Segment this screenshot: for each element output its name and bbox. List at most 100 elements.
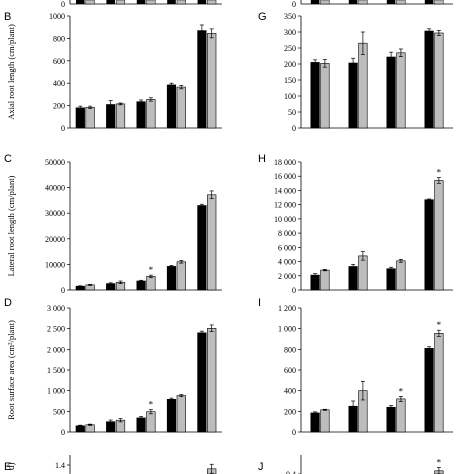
bar xyxy=(358,42,368,129)
bar xyxy=(197,0,207,4)
y-tick-label: 1.4 xyxy=(55,461,65,470)
y-tick-label: 250 xyxy=(284,44,296,53)
significance-star: * xyxy=(437,168,442,178)
y-tick-label: 2 000 xyxy=(47,345,65,354)
bar xyxy=(320,269,330,291)
bar xyxy=(434,332,444,433)
bar xyxy=(310,62,320,129)
y-axis-label: Root surface area (cm²/plant) xyxy=(6,320,16,420)
bar xyxy=(75,107,85,129)
y-tick-label: 10000 xyxy=(45,260,65,269)
y-tick-label: 0 xyxy=(61,0,65,9)
panel-letter: D xyxy=(4,297,12,309)
y-tick-label: 350 xyxy=(284,12,296,21)
bar xyxy=(146,276,156,291)
panel-d: 0 500 1 000 1 500 2 000 2 500 3 000 D Root surfa… xyxy=(4,297,222,437)
y-tick-label: 1 500 xyxy=(47,366,65,375)
bar xyxy=(348,0,358,4)
bar xyxy=(106,0,115,4)
panel-letter: E xyxy=(4,461,11,473)
significance-star: * xyxy=(149,265,154,275)
bar xyxy=(136,417,146,433)
bar xyxy=(396,398,406,433)
y-axis-label: Axial root length (cm/plant) xyxy=(6,24,16,120)
bar xyxy=(136,101,146,129)
bar xyxy=(115,103,126,129)
bar xyxy=(207,194,217,291)
y-tick-label: 12 000 xyxy=(274,201,296,210)
y-tick-label: 20000 xyxy=(45,235,65,244)
panel-e: 1.41.2Ed) xyxy=(4,455,71,474)
bar xyxy=(207,33,217,129)
bar xyxy=(434,180,444,291)
bar xyxy=(197,30,207,129)
bar xyxy=(348,62,358,129)
significance-star: * xyxy=(399,386,404,396)
bar xyxy=(85,0,95,5)
y-tick-label: 40000 xyxy=(45,184,65,193)
bar xyxy=(85,424,95,433)
bar xyxy=(76,0,85,4)
bar xyxy=(424,0,434,4)
bar xyxy=(396,0,406,5)
y-tick-label: 50 xyxy=(288,108,296,117)
bar xyxy=(176,261,186,291)
bar xyxy=(167,0,176,4)
bar xyxy=(310,274,320,291)
y-tick-label: 600 xyxy=(284,366,296,375)
bar xyxy=(176,0,186,5)
y-tick-label: 0 xyxy=(292,124,296,133)
bar xyxy=(424,199,434,291)
bar xyxy=(197,205,207,291)
significance-star: * xyxy=(149,400,154,410)
y-tick-label: 0 xyxy=(292,0,296,9)
y-tick-label: 600 xyxy=(53,57,65,66)
bar xyxy=(386,406,396,433)
panel-letter: I xyxy=(258,297,261,309)
y-tick-label: 1 200 xyxy=(278,304,296,313)
bar xyxy=(434,0,444,5)
y-tick-label: 18 000 xyxy=(274,158,296,167)
bar xyxy=(136,280,146,291)
bar xyxy=(136,0,146,4)
significance-star: * xyxy=(437,458,442,468)
y-tick-label: 150 xyxy=(284,76,296,85)
y-tick-label: 200 xyxy=(284,60,296,69)
significance-star: * xyxy=(437,320,442,330)
y-tick-label: 50000 xyxy=(45,158,65,167)
y-tick-label: 800 xyxy=(53,34,65,43)
bar xyxy=(85,107,95,129)
y-tick-label: 1 000 xyxy=(278,325,296,334)
bar xyxy=(386,268,396,291)
bar xyxy=(176,395,186,433)
bar xyxy=(207,327,217,433)
bar xyxy=(197,332,207,433)
panel-f: 0 xyxy=(292,0,453,9)
bar xyxy=(320,409,330,433)
bar xyxy=(166,84,177,129)
y-tick-label: 16 000 xyxy=(274,172,296,181)
bar xyxy=(207,0,217,5)
y-tick-label: 400 xyxy=(284,387,296,396)
y-axis-label: Lateral root length (cm/plant) xyxy=(6,175,16,276)
panel-a: 0 xyxy=(61,0,222,9)
y-tick-label: 14 000 xyxy=(274,186,296,195)
bar xyxy=(310,412,320,433)
y-tick-label: 1000 xyxy=(49,12,65,21)
bar xyxy=(166,398,177,433)
y-tick-label: 4 000 xyxy=(278,258,296,267)
y-tick-label: 200 xyxy=(53,102,65,111)
y-tick-label: 0.4 xyxy=(286,470,296,474)
panel-g: 0 50 100 150 200 250 300 350 G xyxy=(258,11,453,133)
y-tick-label: 300 xyxy=(284,28,296,37)
bar xyxy=(348,266,358,291)
bar xyxy=(386,56,396,129)
bar xyxy=(146,411,156,433)
y-tick-label: 0 xyxy=(292,286,296,295)
panel-letter: C xyxy=(4,153,12,165)
bar xyxy=(396,52,406,129)
bar xyxy=(320,63,330,129)
panel-letter: J xyxy=(258,461,264,473)
